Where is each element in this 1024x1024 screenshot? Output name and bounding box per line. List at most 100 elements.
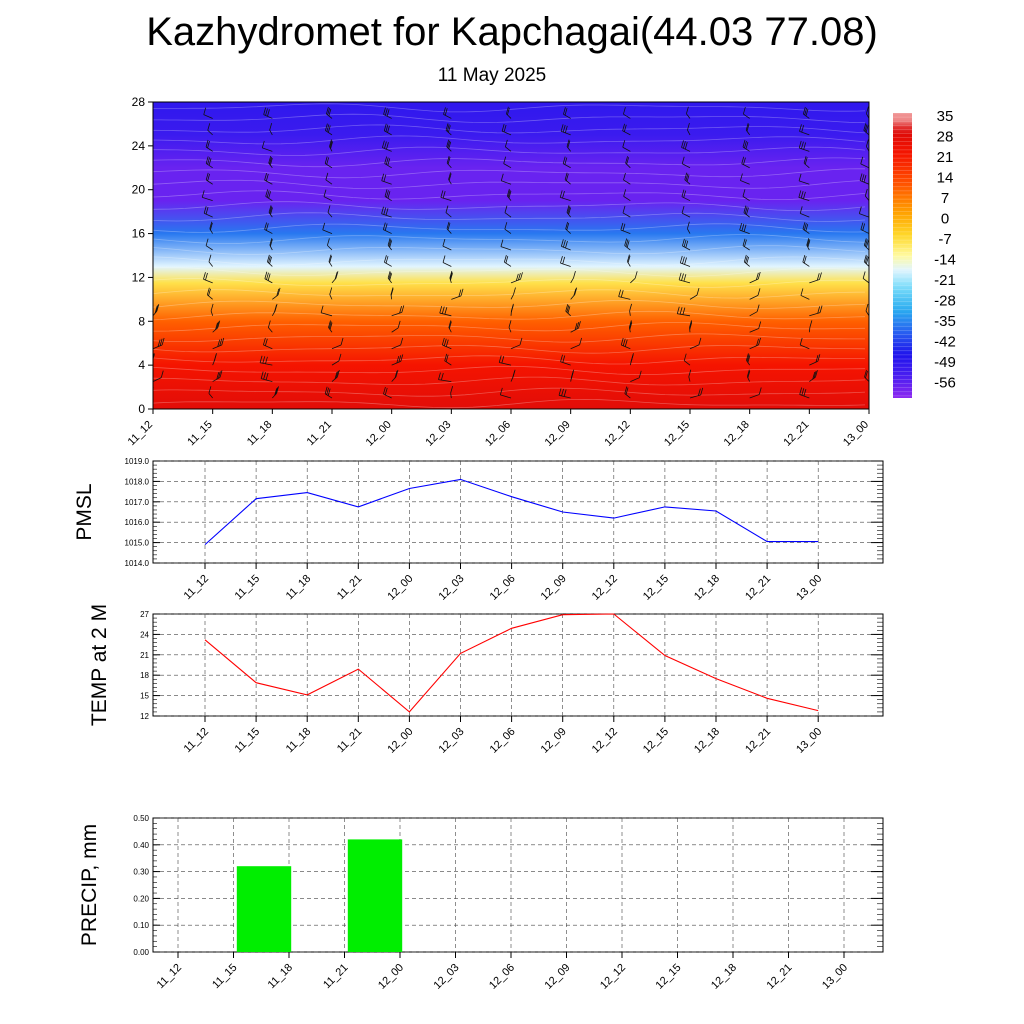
wind-barb — [500, 246, 512, 251]
wind-barb-flag — [629, 321, 632, 329]
wind-barb-flag — [149, 322, 151, 329]
wind-barb-flag — [576, 321, 580, 330]
wind-barb-flag — [442, 191, 446, 199]
wind-barb-flag — [205, 238, 209, 246]
wind-barb-flag — [154, 306, 158, 314]
wind-barb-flag — [756, 304, 760, 312]
wind-barb-flag — [265, 108, 268, 116]
wind-barb-flag — [625, 239, 629, 247]
wind-barb — [264, 278, 273, 284]
x-tick-label: 11_18 — [284, 573, 314, 603]
wind-barb-flag — [815, 355, 819, 363]
wind-barb — [331, 360, 340, 366]
wind-barb-flag — [208, 254, 212, 262]
x-tick-label: 12_09 — [543, 419, 573, 449]
wind-barb — [263, 114, 273, 119]
wind-barb-flag — [700, 387, 704, 395]
wind-barb-flag — [501, 355, 505, 364]
wind-barb-flag — [630, 355, 634, 363]
wind-barb-flag — [683, 274, 687, 282]
temp-panel: 12 15 18 21 24 27 11_12 11_15 11_18 11_21 12_00 12_… — [88, 604, 884, 756]
wind-barb-flag — [385, 256, 389, 264]
wind-barb-flag — [798, 140, 802, 149]
x-tick-label: 11_12 — [126, 419, 156, 449]
wind-barb-flag — [799, 337, 803, 346]
wind-barb-flag — [805, 108, 809, 117]
wind-barb-flag — [210, 303, 214, 312]
wind-barb-flag — [860, 156, 864, 164]
wind-barb-flag — [445, 205, 449, 213]
wind-barb — [208, 261, 213, 267]
y-axis-label: TEMP at 2 M — [88, 604, 111, 726]
wind-barb-flag — [865, 303, 869, 312]
wind-barb-flag — [320, 305, 324, 313]
wind-barb — [504, 261, 512, 267]
y-tick-label: 1019.0 — [125, 457, 150, 466]
wind-barb-flag — [622, 223, 626, 231]
wind-barb-flag — [686, 106, 689, 114]
wind-barb-flag — [219, 370, 223, 378]
wind-barb-flag — [682, 238, 685, 247]
wind-barb-flag — [624, 339, 628, 347]
wind-barb — [444, 360, 452, 366]
wind-barb-flag — [217, 371, 221, 379]
wind-barb-flag — [559, 190, 563, 198]
wind-barb-flag — [746, 124, 750, 132]
wind-barb-flag — [877, 290, 879, 297]
y-tick-label: 1018.0 — [125, 477, 150, 486]
x-tick-label: 12_03 — [437, 726, 467, 756]
wind-barb-flag — [625, 387, 629, 395]
x-tick-label: 11_21 — [335, 573, 365, 603]
wind-barb-flag — [384, 156, 388, 164]
wind-barb-flag — [384, 255, 387, 263]
wind-barb — [800, 344, 810, 350]
wind-barb-flag — [205, 206, 209, 215]
wind-barb-flag — [802, 222, 806, 230]
x-tick-label: 13_00 — [841, 419, 871, 449]
wind-barb-flag — [265, 189, 269, 197]
wind-barb-flag — [863, 254, 867, 262]
wind-barb-flag — [806, 239, 810, 247]
wind-barb — [153, 216, 154, 218]
wind-barb-flag — [858, 206, 862, 214]
chart-title: Kazhydromet for Kapchagai(44.03 77.08) — [146, 10, 878, 54]
wind-barb-flag — [801, 141, 804, 149]
wind-barb-flag — [387, 238, 391, 246]
wind-barb-flag — [562, 124, 566, 133]
wind-barb-flag — [446, 221, 450, 230]
wind-barb-flag — [819, 305, 823, 313]
wind-barb-flag — [449, 321, 452, 329]
wind-barb — [623, 196, 631, 202]
wind-barb-flag — [560, 239, 564, 247]
wind-barb — [683, 360, 691, 366]
wind-barb-flag — [560, 256, 563, 264]
y-tick-label: 16 — [132, 227, 146, 241]
wind-barb-flag — [564, 108, 568, 116]
wind-barb-flag — [803, 255, 807, 264]
wind-barb-flag — [448, 172, 451, 180]
wind-barb-flag — [268, 191, 272, 199]
y-tick-label: 1014.0 — [125, 559, 150, 568]
wind-barb — [677, 313, 691, 317]
wind-barb — [859, 213, 869, 218]
wind-barb-flag — [817, 306, 821, 314]
wind-barb — [689, 394, 701, 399]
wind-barb-flag — [507, 189, 511, 198]
wind-barb — [809, 312, 821, 317]
wind-barb-flag — [745, 141, 749, 150]
wind-barb-flag — [326, 387, 330, 395]
wind-barb-flag — [804, 157, 808, 165]
x-tick-label: 11_18 — [245, 419, 275, 449]
wind-barb-flag — [688, 369, 692, 377]
wind-barb-flag — [268, 205, 272, 213]
wind-barb-flag — [327, 388, 331, 396]
wind-barb-flag — [207, 140, 210, 149]
wind-barb-flag — [267, 273, 271, 281]
wind-barb-flag — [155, 305, 159, 313]
wind-barb — [263, 344, 273, 350]
wind-barb-flag — [330, 141, 333, 149]
wind-barb — [621, 344, 631, 350]
wind-barb — [864, 195, 869, 201]
wind-barb-flag — [689, 322, 693, 330]
wind-barb-flag — [327, 125, 331, 133]
